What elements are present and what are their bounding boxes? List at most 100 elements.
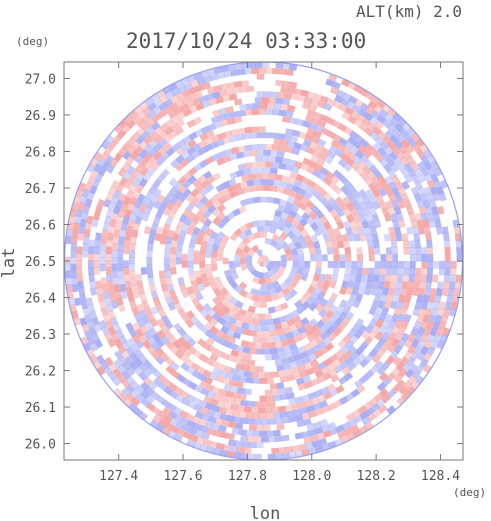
radar-cell	[233, 356, 243, 364]
radar-cell	[392, 261, 399, 269]
radar-cell	[282, 115, 291, 123]
radar-cell	[326, 402, 337, 412]
radar-cell	[246, 317, 254, 325]
radar-cell	[218, 406, 227, 415]
radar-cell	[261, 436, 269, 443]
radar-cell	[131, 283, 139, 293]
radar-cell	[333, 399, 343, 409]
radar-cell	[259, 319, 267, 326]
radar-cell	[266, 179, 275, 186]
radar-cell	[278, 217, 288, 226]
radar-cell	[110, 316, 119, 326]
radar-cell	[82, 235, 90, 245]
y-tick-label: 27.0	[25, 72, 56, 87]
radar-cell	[323, 220, 332, 230]
radar-cell	[94, 239, 101, 248]
radar-cell	[341, 421, 351, 431]
radar-cell	[266, 196, 275, 204]
radar-cell	[215, 96, 224, 104]
radar-cell	[215, 329, 225, 339]
radar-cell	[278, 315, 288, 324]
radar-cell	[228, 421, 237, 429]
radar-cell	[167, 302, 176, 312]
radar-cell	[290, 348, 300, 357]
radar-cell	[256, 225, 264, 233]
radar-cell	[396, 274, 404, 283]
radar-cell	[83, 330, 93, 340]
radar-cell	[374, 120, 385, 130]
radar-cell	[433, 167, 443, 177]
radar-cell	[226, 211, 236, 221]
radar-cell	[156, 318, 165, 328]
radar-cell	[120, 202, 129, 212]
radar-cell	[263, 91, 272, 98]
radar-cell	[197, 282, 206, 292]
radar-cell	[209, 353, 219, 362]
radar-cell	[316, 279, 325, 289]
radar-cell	[123, 267, 130, 275]
radar-cell	[423, 186, 432, 196]
radar-cell	[131, 205, 140, 215]
radar-cell	[444, 254, 451, 262]
radar-cell	[303, 361, 313, 371]
radar-cell	[303, 234, 313, 243]
radar-cell	[288, 117, 298, 125]
radar-cell	[329, 353, 339, 363]
radar-cell	[204, 136, 214, 146]
radar-cell	[216, 400, 226, 408]
radar-cell	[216, 157, 226, 166]
radar-cell	[258, 161, 266, 168]
radar-cell	[381, 181, 391, 191]
radar-cell	[247, 265, 256, 274]
radar-cell	[148, 283, 157, 293]
radar-cell	[165, 277, 173, 286]
radar-cell	[212, 208, 222, 218]
radar-cell	[86, 320, 95, 330]
radar-cell	[274, 323, 283, 331]
radar-cell	[101, 229, 109, 238]
radar-cell	[373, 247, 381, 255]
radar-cell	[416, 351, 426, 362]
radar-cell	[378, 274, 386, 283]
radar-cell	[302, 157, 312, 166]
radar-cell	[111, 263, 118, 272]
radar-cell	[210, 115, 220, 124]
radar-cell	[230, 349, 239, 357]
radar-cell	[306, 216, 315, 226]
radar-cell	[348, 195, 358, 205]
radar-cell	[267, 436, 276, 443]
radar-cell	[80, 336, 89, 346]
radar-cell	[115, 183, 125, 193]
radar-cell	[301, 120, 311, 128]
radar-cell	[390, 313, 400, 323]
radar-cell	[231, 427, 240, 435]
radar-cell	[122, 215, 130, 225]
radar-cell	[287, 158, 297, 167]
radar-cell	[223, 269, 232, 278]
radar-cell	[258, 126, 266, 133]
radar-cell	[305, 296, 315, 306]
radar-cell	[254, 436, 262, 443]
radar-cell	[357, 287, 366, 296]
radar-cell	[256, 366, 264, 373]
radar-cell	[188, 239, 196, 249]
radar-cell	[199, 260, 206, 268]
radar-cell	[99, 249, 106, 258]
radar-cell	[169, 260, 176, 268]
radar-cell	[256, 348, 264, 355]
radar-cell	[91, 179, 101, 189]
radar-cell	[298, 131, 307, 140]
radar-cell	[441, 288, 449, 297]
radar-cell	[243, 370, 252, 378]
radar-cell	[227, 117, 236, 125]
radar-cell	[217, 196, 227, 205]
radar-cell	[331, 240, 339, 249]
radar-cell	[146, 263, 153, 272]
radar-cell	[401, 193, 410, 203]
radar-cell	[74, 215, 82, 224]
radar-cell	[154, 232, 162, 242]
radar-cell	[293, 179, 303, 188]
radar-cell	[226, 396, 236, 405]
radar-cell	[317, 340, 327, 350]
radar-cell	[425, 233, 432, 242]
